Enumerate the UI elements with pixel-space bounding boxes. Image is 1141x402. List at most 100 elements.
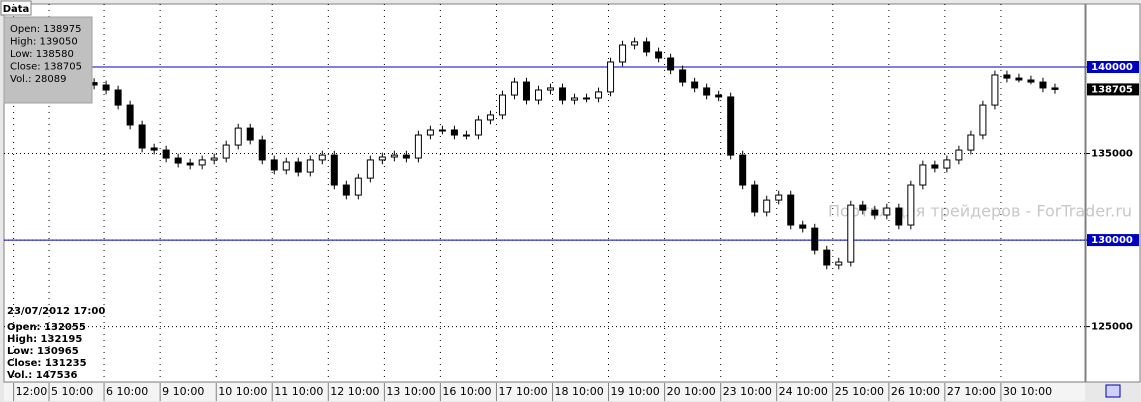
x-tick-label: 26 10:00 <box>891 385 940 398</box>
x-tick-label: 16 10:00 <box>442 385 491 398</box>
candle-body <box>547 87 555 91</box>
candle-body <box>318 154 326 161</box>
candle-body <box>811 227 819 251</box>
candle-body <box>967 134 975 151</box>
crosshair-line: Close: 131235 <box>7 358 87 369</box>
candle-body <box>474 119 482 136</box>
candle-body <box>522 81 530 101</box>
candle-body <box>691 81 699 89</box>
candle-body <box>534 89 542 101</box>
candle-body <box>1027 79 1035 83</box>
candle-body <box>619 44 627 63</box>
candle-body <box>270 159 278 171</box>
x-tick-label: 5 10:00 <box>51 385 93 398</box>
plot-area <box>3 3 1086 383</box>
candle-body <box>150 147 158 151</box>
candle-body <box>859 204 867 211</box>
y-tick-label: 125000 <box>1091 322 1133 333</box>
y-tick-label: 130000 <box>1091 235 1133 246</box>
x-tick-label: 20 10:00 <box>667 385 716 398</box>
candle-body <box>595 91 603 99</box>
candle-body <box>210 157 218 161</box>
candle-body <box>1015 77 1023 81</box>
candle-body <box>559 87 567 101</box>
candle-body <box>390 154 398 158</box>
candle-body <box>883 207 891 216</box>
x-tick-label: 18 10:00 <box>555 385 604 398</box>
candle-body <box>342 184 350 196</box>
info-box <box>3 16 93 104</box>
candle-body <box>438 129 446 132</box>
candle-body <box>402 154 410 159</box>
x-tick-label: 13 10:00 <box>386 385 435 398</box>
candle-body <box>655 51 663 59</box>
last-price-label: 138705 <box>1091 84 1133 95</box>
candle-body <box>366 159 374 179</box>
y-tick-label: 135000 <box>1091 149 1133 160</box>
x-tick-label: 17 10:00 <box>498 385 547 398</box>
candle-body <box>835 261 843 266</box>
candle-body <box>330 154 338 186</box>
y-tick-label: 140000 <box>1091 62 1133 73</box>
time-axis <box>4 383 1085 401</box>
corner-button[interactable] <box>1105 384 1121 398</box>
info-line: Low: 138580 <box>10 49 74 60</box>
x-tick-label: 11 10:00 <box>274 385 323 398</box>
candle-body <box>571 97 579 101</box>
x-tick-label: 9 10:00 <box>162 385 204 398</box>
candle-body <box>450 129 458 136</box>
info-line: Vol.: 28089 <box>10 74 67 85</box>
candle-body <box>955 149 963 161</box>
candle-body <box>162 149 170 159</box>
candle-body <box>1039 81 1047 89</box>
x-tick-label: 25 10:00 <box>835 385 884 398</box>
candle-body <box>751 184 759 213</box>
candle-body <box>246 127 254 141</box>
candle-body <box>414 134 422 159</box>
price-box <box>1087 61 1139 73</box>
x-tick-label: 27 10:00 <box>947 385 996 398</box>
info-line: Open: 138975 <box>10 24 81 35</box>
x-tick-label: 23 10:00 <box>723 385 772 398</box>
candle-body <box>306 159 314 173</box>
tab-label: Data <box>3 4 30 15</box>
candle-body <box>114 89 122 106</box>
candle-body <box>1003 74 1011 79</box>
crosshair-line: High: 132195 <box>7 334 82 345</box>
tab[interactable] <box>0 0 32 16</box>
candle-body <box>763 199 771 213</box>
candle-body <box>775 194 783 201</box>
candle-body <box>294 161 302 173</box>
candle-body <box>426 129 434 136</box>
candle-body <box>126 104 134 126</box>
candle-body <box>498 94 506 116</box>
candle-body <box>919 164 927 186</box>
candle-body <box>258 139 266 161</box>
candle-body <box>787 194 795 226</box>
candle-body <box>739 154 747 186</box>
x-tick-label: 6 10:00 <box>106 385 148 398</box>
candle-body <box>234 127 242 146</box>
candle-body <box>895 207 903 226</box>
candle-body <box>715 94 723 98</box>
crosshair-line: Open: 132055 <box>7 322 86 333</box>
candle-body <box>222 144 230 159</box>
crosshair-line: Low: 130965 <box>7 346 79 357</box>
candle-body <box>186 162 194 166</box>
candle-body <box>607 61 615 93</box>
candle-body <box>583 97 591 100</box>
x-tick-label: 12 10:00 <box>330 385 379 398</box>
crosshair-time: 23/07/2012 17:00 <box>7 306 105 317</box>
info-line: Close: 138705 <box>10 62 82 73</box>
candle-body <box>102 84 110 91</box>
candle-body <box>667 57 675 71</box>
candle-body <box>907 184 915 226</box>
candle-body <box>378 156 386 161</box>
info-line: High: 139050 <box>10 37 78 48</box>
candle-body <box>462 134 470 137</box>
candle-body <box>943 159 951 169</box>
candle-body <box>631 41 639 46</box>
candle-body <box>799 224 807 229</box>
candle-body <box>991 74 999 106</box>
